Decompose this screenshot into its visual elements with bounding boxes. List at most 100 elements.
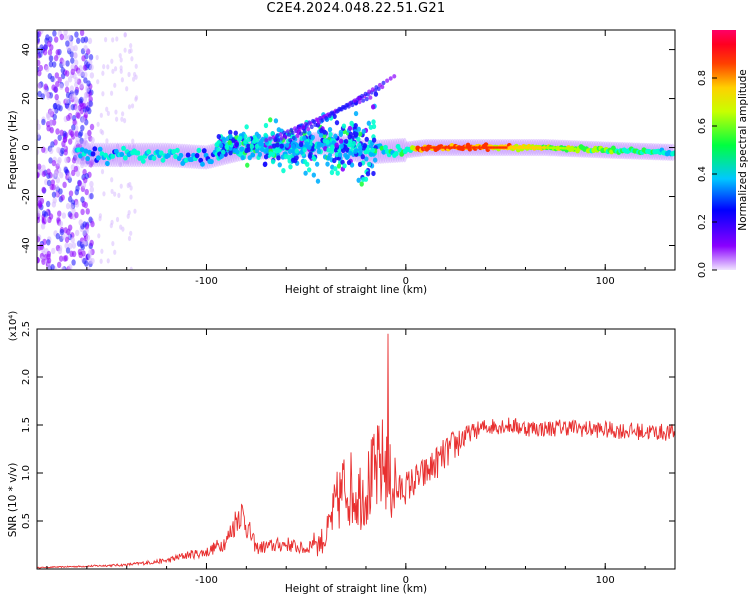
heatmap-blob: [119, 183, 123, 189]
heatmap-blob: [134, 63, 138, 69]
y-axis-multiplier: (x10⁴): [8, 311, 19, 342]
heatmap-blob: [361, 176, 366, 183]
heatmap-blob: [46, 253, 51, 260]
heatmap-cell: [96, 155, 101, 161]
heatmap-blob: [74, 31, 79, 38]
heatmap-blob: [45, 65, 50, 73]
heatmap-streak: [324, 115, 329, 121]
heatmap-cell: [121, 145, 126, 151]
heatmap-blob: [41, 170, 47, 178]
heatmap-blob: [119, 65, 123, 71]
heatmap-blob: [52, 103, 58, 110]
heatmap-cell: [104, 160, 110, 167]
heatmap-core: [462, 146, 466, 149]
heatmap-blob: [73, 165, 79, 173]
snr-series-line: [37, 333, 675, 569]
heatmap-blob: [271, 143, 277, 149]
heatmap-blob: [65, 60, 70, 67]
heatmap-core: [456, 146, 460, 149]
heatmap-blob: [55, 128, 60, 135]
heatmap-blob: [287, 158, 292, 164]
heatmap-blob: [37, 118, 40, 126]
heatmap-blob: [290, 148, 296, 154]
heatmap-blob: [125, 159, 130, 165]
heatmap-blob: [356, 126, 361, 132]
x-tick-label: 100: [596, 575, 615, 586]
heatmap-blob: [70, 68, 75, 76]
heatmap-core: [450, 146, 454, 149]
heatmap-cell: [198, 157, 204, 163]
heatmap-blob: [342, 144, 348, 150]
heatmap-blob: [104, 37, 108, 43]
heatmap-streak: [288, 138, 293, 143]
heatmap-streak: [301, 125, 306, 130]
heatmap-blob: [53, 36, 59, 43]
heatmap-blob: [51, 201, 57, 208]
heatmap-blob: [53, 54, 59, 62]
heatmap-blob: [336, 163, 342, 169]
heatmap-blob: [79, 137, 84, 145]
heatmap-blob: [87, 129, 92, 137]
heatmap-blob: [356, 177, 361, 183]
heatmap-blob: [133, 208, 137, 214]
heatmap-blob: [54, 93, 59, 101]
heatmap-blob: [74, 201, 80, 208]
heatmap-cell: [173, 153, 178, 160]
heatmap-cell: [110, 153, 116, 159]
heatmap-blob: [38, 51, 43, 58]
heatmap-blob: [89, 186, 95, 193]
heatmap-blob: [343, 138, 349, 145]
heatmap-core: [435, 146, 439, 149]
heatmap-streak: [279, 136, 284, 141]
heatmap-blob: [73, 65, 79, 72]
heatmap-blob: [37, 210, 41, 218]
heatmap-blob: [371, 119, 376, 125]
heatmap-blob: [346, 159, 352, 166]
heatmap-cell: [92, 146, 98, 152]
heatmap-blob: [83, 139, 88, 146]
heatmap-blob: [51, 247, 56, 255]
heatmap-cell: [76, 147, 82, 153]
heatmap-envelope: [76, 140, 83, 165]
heatmap-cell: [397, 147, 403, 153]
heatmap-core: [438, 146, 442, 149]
heatmap-blob: [106, 64, 110, 70]
heatmap-cell: [140, 158, 146, 164]
heatmap-blob: [66, 172, 72, 179]
heatmap-blob: [353, 148, 358, 154]
heatmap-blob: [81, 116, 86, 124]
y-axis-ticks: -40 -20 0 20 40: [21, 43, 675, 254]
heatmap-core: [531, 146, 535, 149]
heatmap-blob: [74, 211, 79, 219]
heatmap-blob: [131, 76, 136, 82]
heatmap-streak: [290, 130, 295, 136]
heatmap-blob: [228, 134, 233, 140]
heatmap-blob: [81, 102, 87, 110]
heatmap-blob: [54, 72, 60, 79]
heatmap-blob: [256, 133, 262, 139]
heatmap-cell: [174, 147, 180, 153]
x-axis-ticks: -100 0 100: [46, 30, 646, 287]
heatmap-blob: [279, 143, 284, 149]
heatmap-blob: [63, 149, 68, 156]
heatmap-blob: [58, 220, 64, 228]
heatmap-blob: [80, 124, 85, 132]
heatmap-blob: [72, 119, 77, 126]
heatmap-core: [453, 146, 457, 149]
heatmap-blob: [102, 191, 106, 197]
heatmap-blob: [76, 37, 81, 44]
heatmap-blob: [67, 196, 73, 203]
heatmap-cell: [146, 149, 152, 155]
heatmap-blob: [302, 135, 307, 141]
heatmap-blob: [77, 180, 83, 187]
heatmap-streak: [349, 100, 354, 105]
heatmap-blob: [288, 164, 293, 170]
heatmap-streak: [370, 87, 375, 92]
heatmap-blob: [37, 123, 41, 131]
heatmap-blob: [240, 155, 245, 161]
heatmap-blob: [254, 148, 260, 154]
heatmap-blob: [37, 216, 41, 224]
heatmap-streak: [276, 138, 281, 143]
heatmap-blob: [263, 148, 268, 154]
heatmap-streak: [278, 132, 283, 137]
